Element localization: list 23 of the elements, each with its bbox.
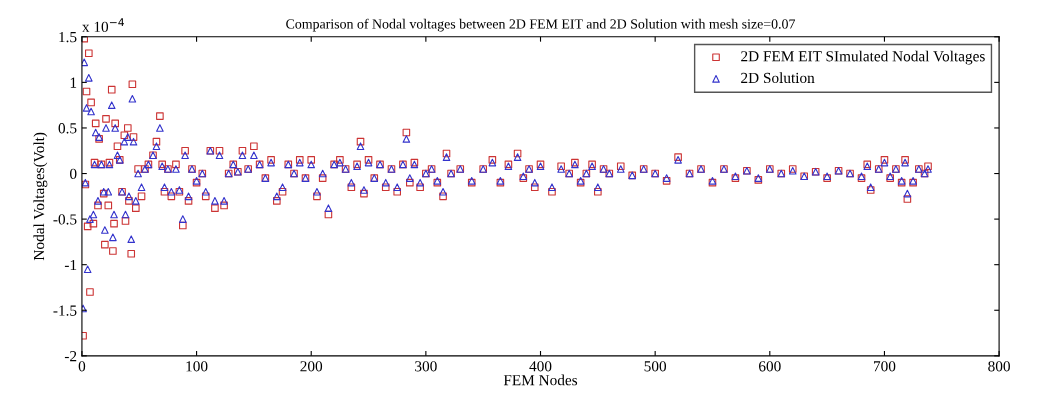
x-tick-label: 100 xyxy=(186,361,208,372)
legend-label: 2D FEM EIT SImulated Nodal Voltages xyxy=(741,50,985,65)
text: x 10$^{−4}$ xyxy=(82,18,124,33)
x-tick-label: 200 xyxy=(300,361,323,372)
y-tick-label: 0 xyxy=(70,168,77,179)
y-tick-label: -2 xyxy=(64,351,77,362)
x-tick-label: 600 xyxy=(759,361,781,372)
x-axis-title: FEM Nodes xyxy=(503,374,578,386)
y-axis-title: Nodal Voltages(Volt) xyxy=(33,132,48,261)
y-tick-label: -1 xyxy=(64,259,77,270)
y-tick-label: -1.5 xyxy=(53,305,77,316)
y-tick-label: 0.5 xyxy=(58,123,77,134)
y-tick-label: 1.5 xyxy=(59,32,77,43)
y-tick-label: -0.5 xyxy=(53,214,77,225)
x-tick-label: 400 xyxy=(529,361,552,372)
y-tick-label: 1 xyxy=(70,77,77,88)
legend-label: 2D Solution xyxy=(741,72,815,84)
x-tick-label: 300 xyxy=(415,361,437,372)
chart-title: Comparison of Nodal voltages between 2D FEM EIT and 2D Solution with mesh size=0.07 xyxy=(286,18,796,32)
x-tick-label: 800 xyxy=(988,361,1010,372)
x-tick-label: 700 xyxy=(874,361,896,372)
x-tick-label: 500 xyxy=(644,361,667,372)
x-tick-label: 0 xyxy=(78,361,86,372)
